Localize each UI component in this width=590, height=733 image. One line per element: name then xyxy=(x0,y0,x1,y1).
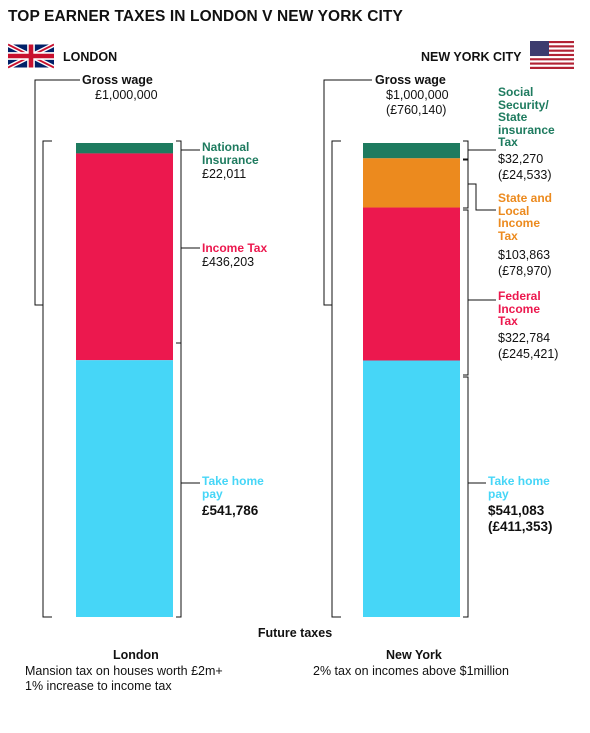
nyc-th-label-line2: pay xyxy=(488,486,509,501)
nyc-fed-label-line1: Federal xyxy=(498,289,541,303)
london-it-value: £436,203 xyxy=(202,255,255,269)
nyc-city-label: NEW YORK CITY xyxy=(421,50,522,64)
nyc-fed-label: Federal Income Tax xyxy=(498,290,541,328)
nyc-gross-label: Gross wage xyxy=(375,73,446,87)
nyc-ss-label-line5: Tax xyxy=(498,135,518,149)
nyc-fed-bracket xyxy=(463,209,496,376)
nyc-ss-value-gbp: (£24,533) xyxy=(498,168,552,182)
nyc-gross-bracket xyxy=(323,79,372,306)
nyc-fed-label-line3: Tax xyxy=(498,314,518,328)
nyc-gross-value: $1,000,000 (£760,140) xyxy=(386,88,449,118)
london-th-value: £541,786 xyxy=(202,503,259,518)
nyc-sl-label-line1: State and xyxy=(498,191,553,205)
nyc-th-label: Take home pay xyxy=(488,475,550,500)
nyc-gross-value-gbp: (£760,140) xyxy=(386,103,447,117)
nyc-ss-label-line4: insurance xyxy=(498,122,555,137)
nyc-outer-bracket xyxy=(331,140,341,618)
nyc-th-label-line1: Take home xyxy=(488,474,550,488)
nyc-th-value-usd: $541,083 xyxy=(488,503,545,518)
nyc-fed-value: $322,784 (£245,421) xyxy=(498,330,558,362)
nyc-ss-bracket xyxy=(463,140,496,160)
nyc-fed-value-gbp: (£245,421) xyxy=(498,347,559,361)
new-york-bar-segment-federal-income-tax xyxy=(363,207,460,361)
future-taxes-title: Future taxes xyxy=(257,626,333,640)
london-gross-value: £1,000,000 xyxy=(95,88,158,102)
nyc-th-value-gbp: (£411,353) xyxy=(488,519,553,534)
london-gross-label: Gross wage xyxy=(82,73,153,87)
london-it-label: Income Tax xyxy=(202,241,268,255)
london-bar-segment-national-insurance xyxy=(76,143,173,154)
future-london-line1: Mansion tax on houses worth £2m+ xyxy=(25,664,223,678)
london-outer-bracket xyxy=(42,140,52,618)
nyc-sl-label-line2: Local xyxy=(498,203,530,218)
chart-title: TOP EARNER TAXES IN LONDON V NEW YORK CI… xyxy=(8,8,403,25)
future-london-heading: London xyxy=(113,648,159,662)
london-ni-label-line2: Insurance xyxy=(202,152,259,167)
nyc-ss-label-line2: Security/ xyxy=(498,97,549,112)
nyc-sl-bracket xyxy=(463,159,496,211)
nyc-th-bracket xyxy=(463,376,486,618)
nyc-ss-value: $32,270 (£24,533) xyxy=(498,151,552,183)
nyc-ss-value-usd: $32,270 xyxy=(498,152,544,166)
london-th-label: Take home pay xyxy=(202,475,264,500)
london-bar-segment-income-tax xyxy=(76,153,173,361)
nyc-gross-value-usd: $1,000,000 xyxy=(386,88,449,102)
london-ni-label: National Insurance xyxy=(202,141,259,166)
future-ny-heading: New York xyxy=(386,648,442,662)
london-ni-label-line1: National xyxy=(202,140,250,154)
nyc-ss-label: Social Security/ State insurance Tax xyxy=(498,86,555,149)
new-york-bar-segment-state-and-local-income-tax xyxy=(363,158,460,208)
nyc-sl-label: State and Local Income Tax xyxy=(498,192,552,242)
nyc-th-value: $541,083 (£411,353) xyxy=(488,503,553,535)
london-right-bracket xyxy=(176,140,182,618)
nyc-sl-label-line4: Tax xyxy=(498,228,518,243)
nyc-sl-label-line3: Income xyxy=(498,216,541,230)
new-york-bar-segment-social-security-state-insurance-tax xyxy=(363,143,460,159)
nyc-sl-value: $103,863 (£78,970) xyxy=(498,247,552,279)
new-york-bar-segment-take-home-pay xyxy=(363,360,460,617)
london-bar-segment-take-home-pay xyxy=(76,360,173,617)
london-th-label-line1: Take home xyxy=(202,474,264,488)
london-th-label-line2: pay xyxy=(202,486,223,501)
nyc-fed-value-usd: $322,784 xyxy=(498,331,551,345)
london-city-label: LONDON xyxy=(63,50,118,64)
nyc-sl-value-gbp: (£78,970) xyxy=(498,264,552,278)
nyc-sl-value-usd: $103,863 xyxy=(498,248,551,262)
nyc-fed-label-line2: Income xyxy=(498,301,541,316)
nyc-ss-label-line3: State xyxy=(498,110,528,124)
london-gross-bracket xyxy=(34,79,80,306)
future-ny-line1: 2% tax on incomes above $1million xyxy=(313,664,509,678)
london-ni-value: £22,011 xyxy=(202,167,247,181)
uk-flag-icon xyxy=(8,43,54,69)
us-flag-icon xyxy=(530,41,574,69)
future-london-line2: 1% increase to income tax xyxy=(25,679,172,693)
nyc-ss-label-line1: Social xyxy=(498,85,534,99)
